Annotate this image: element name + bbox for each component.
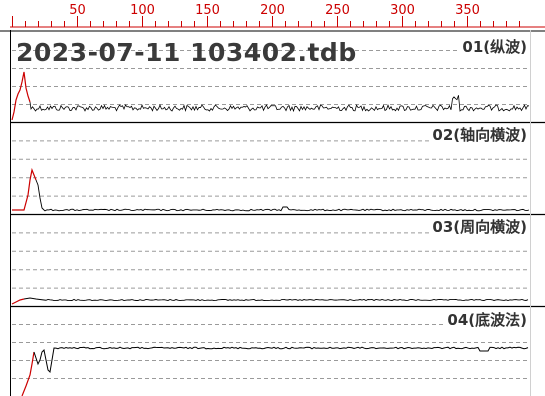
waveform-area[interactable] [0,30,545,396]
file-name-title: 2023-07-11 103402.tdb [16,38,357,67]
ruler-tick-label: 200 [260,3,285,18]
channel-2-label: 02(轴向横波) [430,124,529,145]
channel-2-pulse [12,167,37,211]
channel-4-label: 04(底波法) [445,309,529,330]
channel-3-grid [12,232,530,289]
channel-1-label: 01(纵波) [460,36,529,57]
ruler-tick-label: 50 [69,3,86,18]
channel-3-trace [23,297,529,302]
ruler-tick-label: 250 [325,3,350,18]
channel-4-trace [33,346,529,374]
ruler-tick-label: 300 [390,3,415,18]
channel-2-grid [12,140,530,197]
channel-4-grid [12,324,530,379]
channel-3-pulse [11,298,25,305]
channel-1-grid [12,50,530,105]
ruler-tick-label: 350 [455,3,480,18]
sample-ruler: 50 100 150 200 250 300 350 [0,0,545,30]
ruler-tick-label: 100 [130,3,155,18]
channel-1-pulse [11,71,31,121]
ruler-tick-label: 150 [195,3,220,18]
channel-3-label: 03(周向横波) [430,216,529,237]
channel-4-pulse [21,351,35,396]
channel-2-trace [35,179,530,212]
channel-1-trace [29,95,530,113]
